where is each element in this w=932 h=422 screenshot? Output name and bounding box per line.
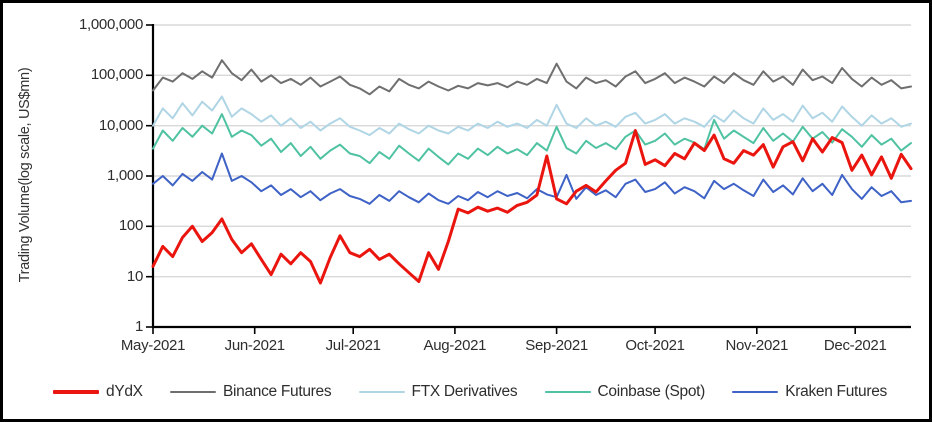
legend-item-kraken-futures: Kraken Futures: [732, 383, 887, 401]
y-axis-tick-label: 10,000: [98, 116, 143, 134]
legend-swatch: [169, 390, 216, 394]
y-axis-tick-label: 10: [126, 267, 143, 285]
x-axis-tick-label: Sep-2021: [525, 337, 588, 354]
legend-item-binance-futures: Binance Futures: [169, 383, 332, 401]
legend-label: FTX Derivatives: [411, 383, 518, 400]
y-axis-tick-label: 1,000: [106, 167, 143, 184]
legend-item-dydx: dYdX: [53, 383, 143, 401]
x-axis-tick-label: Oct-2021: [625, 337, 685, 354]
x-axis-tick-label: Dec-2021: [823, 337, 887, 354]
legend-swatch: [53, 390, 99, 394]
legend-swatch: [358, 390, 405, 394]
legend-item-coinbase-spot: Coinbase (Spot): [544, 383, 706, 401]
legend-label: dYdX: [106, 383, 143, 400]
legend-label: Kraken Futures: [785, 383, 887, 400]
y-axis-tick-label: 100,000: [90, 66, 143, 84]
x-axis-tick-label: Jul-2021: [325, 337, 381, 354]
legend-item-ftx-derivatives: FTX Derivatives: [358, 383, 518, 401]
y-axis-tick-label: 1,000,000: [78, 16, 143, 33]
legend-label: Coinbase (Spot): [597, 383, 706, 400]
x-axis-tick-label: Nov-2021: [725, 337, 789, 354]
x-axis-tick-label: Aug-2021: [423, 337, 487, 354]
chart-canvas: [146, 24, 913, 334]
legend: dYdX Binance Futures FTX Derivatives Coi…: [53, 383, 887, 401]
legend-label: Binance Futures: [222, 383, 332, 400]
x-axis-tick-label: May-2021: [120, 337, 186, 354]
y-axis-title: Trading Volume(log scale, US$mn): [17, 67, 33, 283]
y-axis-tick-label: 100: [118, 217, 143, 235]
legend-swatch: [732, 390, 779, 394]
legend-swatch: [544, 390, 591, 394]
x-axis-tick-label: Jun-2021: [224, 337, 285, 354]
y-axis-tick-label: 1: [134, 318, 143, 335]
